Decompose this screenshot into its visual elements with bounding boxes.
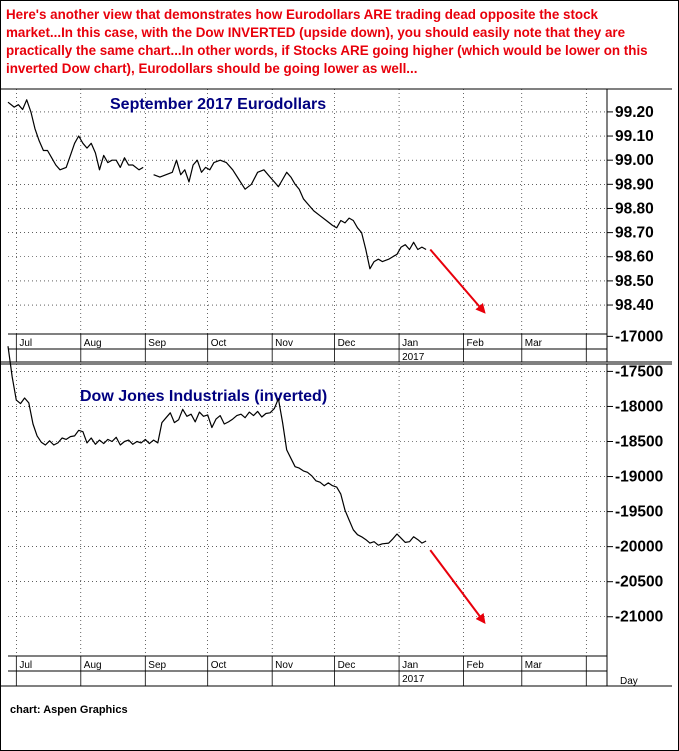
y-tick-label: -20500 xyxy=(615,574,663,591)
trend-arrow xyxy=(429,248,486,314)
x-tick-label: Dec xyxy=(338,338,356,349)
x-tick-label: Aug xyxy=(84,338,102,349)
y-tick-label: -17000 xyxy=(615,328,663,345)
y-tick-label: 99.00 xyxy=(615,152,654,169)
panel-title: September 2017 Eurodollars xyxy=(110,96,326,113)
year-label: 2017 xyxy=(402,352,425,363)
series-line xyxy=(7,99,144,171)
x-tick-label: Jul xyxy=(19,660,32,671)
x-tick-label: Mar xyxy=(525,660,543,671)
x-tick-label: Mar xyxy=(525,338,543,349)
y-tick-label: -18000 xyxy=(615,398,663,415)
x-tick-label: Sep xyxy=(148,660,166,671)
y-tick-label: -21000 xyxy=(615,609,663,626)
x-tick-label: Oct xyxy=(211,338,227,349)
y-tick-label: 98.50 xyxy=(615,273,654,290)
y-tick-label: 98.80 xyxy=(615,200,654,217)
y-tick-label: 99.20 xyxy=(615,104,654,121)
y-tick-label: 98.70 xyxy=(615,225,654,242)
x-tick-label: Aug xyxy=(84,660,102,671)
y-tick-label: -19000 xyxy=(615,469,663,486)
x-tick-label: Jan xyxy=(402,338,418,349)
x-tick-label: Sep xyxy=(148,338,166,349)
trend-arrow xyxy=(429,549,486,624)
x-tick-label: Feb xyxy=(467,660,485,671)
period-label: Day xyxy=(620,676,638,687)
y-tick-label: -19500 xyxy=(615,504,663,521)
chart-panel-1: 98.40 98.50 98.60 98.70 98.80 98.90 99.00 99.10… xyxy=(0,88,672,363)
series-line xyxy=(153,159,427,270)
x-tick-label: Feb xyxy=(467,338,485,349)
y-tick-label: 98.60 xyxy=(615,249,654,266)
y-tick-label: 99.10 xyxy=(615,128,654,145)
chart-panel-2: -17000 -17500 -18000 -18500 -19000 -19500 -200… xyxy=(0,328,672,687)
x-tick-label: Nov xyxy=(275,338,293,349)
x-tick-label: Jul xyxy=(19,338,32,349)
y-tick-label: -17500 xyxy=(615,363,663,380)
y-tick-label: 98.40 xyxy=(615,297,654,314)
x-tick-label: Jan xyxy=(402,660,418,671)
series-line xyxy=(7,346,427,546)
y-tick-label: -18500 xyxy=(615,434,663,451)
x-tick-label: Nov xyxy=(275,660,293,671)
headline-text: Here's another view that demonstrates ho… xyxy=(6,7,648,76)
y-tick-label: -20000 xyxy=(615,539,663,556)
panel-title: Dow Jones Industrials (inverted) xyxy=(80,388,327,405)
chart-credit: chart: Aspen Graphics xyxy=(10,704,128,716)
x-tick-label: Dec xyxy=(338,660,356,671)
x-tick-label: Oct xyxy=(211,660,227,671)
year-label: 2017 xyxy=(402,674,425,685)
y-tick-label: 98.90 xyxy=(615,176,654,193)
